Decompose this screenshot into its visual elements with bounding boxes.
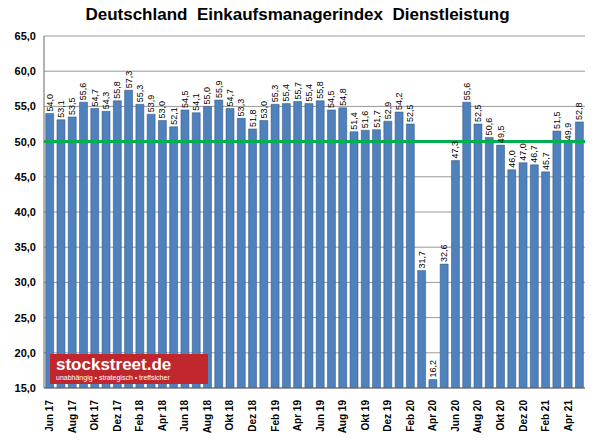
svg-text:47,0: 47,0: [518, 143, 528, 161]
svg-text:Dez 20: Dez 20: [518, 400, 529, 432]
svg-text:40,0: 40,0: [15, 206, 36, 218]
svg-text:Dez 18: Dez 18: [247, 400, 258, 432]
svg-text:45,0: 45,0: [15, 171, 36, 183]
svg-text:54,0: 54,0: [45, 94, 55, 112]
svg-text:Feb 20: Feb 20: [405, 400, 416, 432]
svg-text:55,7: 55,7: [293, 82, 303, 100]
svg-text:Okt 20: Okt 20: [495, 400, 506, 431]
svg-text:49,5: 49,5: [496, 126, 506, 144]
svg-text:Okt 18: Okt 18: [224, 400, 235, 431]
svg-text:53,5: 53,5: [67, 97, 77, 115]
svg-text:57,3: 57,3: [124, 71, 134, 89]
svg-text:55,6: 55,6: [462, 83, 472, 101]
svg-text:Jun 20: Jun 20: [450, 400, 461, 432]
svg-text:Apr 19: Apr 19: [292, 400, 303, 432]
svg-text:52,5: 52,5: [473, 104, 483, 122]
html-text:Deutschland Einkaufsmanagerind: Deutschland Einkaufsmanagerindex Dienstl…: [85, 5, 510, 24]
svg-text:54,3: 54,3: [101, 92, 111, 110]
svg-text:55,8: 55,8: [112, 81, 122, 99]
svg-text:Aug 18: Aug 18: [202, 400, 213, 434]
svg-text:55,4: 55,4: [281, 84, 291, 102]
svg-text:53,0: 53,0: [259, 101, 269, 119]
svg-text:Apr 21: Apr 21: [563, 400, 574, 432]
svg-text:25,0: 25,0: [15, 312, 36, 324]
svg-text:20,0: 20,0: [15, 347, 36, 359]
svg-text:55,9: 55,9: [214, 81, 224, 99]
svg-text:55,6: 55,6: [79, 83, 89, 101]
svg-text:55,0: 55,0: [15, 100, 36, 112]
svg-text:Aug 19: Aug 19: [337, 400, 348, 434]
svg-text:53,0: 53,0: [157, 101, 167, 119]
svg-text:Feb 19: Feb 19: [270, 400, 281, 432]
html-text:unabhängig • strategisch • tre: unabhängig • strategisch • treffsicher: [56, 374, 170, 381]
svg-text:Jun 19: Jun 19: [315, 400, 326, 432]
svg-text:55,8: 55,8: [315, 81, 325, 99]
svg-text:Aug 17: Aug 17: [67, 400, 78, 434]
svg-text:54,7: 54,7: [225, 89, 235, 107]
svg-text:Jun 17: Jun 17: [44, 400, 55, 432]
svg-text:Apr 18: Apr 18: [157, 400, 168, 432]
svg-text:15,0: 15,0: [15, 382, 36, 394]
svg-text:Feb 21: Feb 21: [540, 400, 551, 432]
svg-text:65,0: 65,0: [15, 30, 36, 42]
svg-text:54,5: 54,5: [180, 90, 190, 108]
svg-text:51,5: 51,5: [552, 112, 562, 130]
svg-text:Apr 20: Apr 20: [427, 400, 438, 432]
svg-text:47,3: 47,3: [450, 141, 460, 159]
svg-text:Dez 19: Dez 19: [382, 400, 393, 432]
svg-text:55,3: 55,3: [135, 85, 145, 103]
svg-text:Feb 18: Feb 18: [134, 400, 145, 432]
svg-text:Okt 19: Okt 19: [360, 400, 371, 431]
svg-text:Dez 17: Dez 17: [112, 400, 123, 432]
svg-text:45,7: 45,7: [541, 152, 551, 170]
svg-text:51,8: 51,8: [248, 109, 258, 127]
svg-text:50,6: 50,6: [484, 118, 494, 136]
svg-text:51,7: 51,7: [372, 110, 382, 128]
html-text:stockstreet.de: stockstreet.de: [56, 355, 172, 374]
svg-text:51,6: 51,6: [360, 111, 370, 129]
svg-text:50,0: 50,0: [15, 136, 36, 148]
svg-text:Aug 20: Aug 20: [472, 400, 483, 434]
svg-text:30,0: 30,0: [15, 276, 36, 288]
svg-text:54,8: 54,8: [338, 88, 348, 106]
svg-text:Okt 17: Okt 17: [89, 400, 100, 431]
svg-text:46,0: 46,0: [507, 150, 517, 168]
svg-text:54,2: 54,2: [394, 93, 404, 111]
svg-text:53,9: 53,9: [146, 95, 156, 113]
svg-text:52,5: 52,5: [405, 104, 415, 122]
svg-text:54,7: 54,7: [90, 89, 100, 107]
svg-text:55,3: 55,3: [270, 85, 280, 103]
svg-text:35,0: 35,0: [15, 241, 36, 253]
svg-text:52,9: 52,9: [383, 102, 393, 120]
svg-text:55,4: 55,4: [304, 84, 314, 102]
svg-text:52,8: 52,8: [574, 102, 584, 120]
svg-text:53,3: 53,3: [236, 99, 246, 117]
svg-text:60,0: 60,0: [15, 65, 36, 77]
svg-text:46,7: 46,7: [529, 145, 539, 163]
svg-text:31,7: 31,7: [417, 251, 427, 269]
svg-text:49,9: 49,9: [563, 123, 573, 141]
svg-text:55,0: 55,0: [202, 87, 212, 105]
svg-text:52,1: 52,1: [169, 107, 179, 125]
svg-text:53,1: 53,1: [56, 100, 66, 118]
svg-text:32,6: 32,6: [439, 245, 449, 263]
svg-text:51,4: 51,4: [349, 112, 359, 130]
svg-text:Jun 18: Jun 18: [179, 400, 190, 432]
svg-text:54,1: 54,1: [191, 93, 201, 111]
svg-text:54,5: 54,5: [326, 90, 336, 108]
svg-text:16,2: 16,2: [428, 360, 438, 378]
